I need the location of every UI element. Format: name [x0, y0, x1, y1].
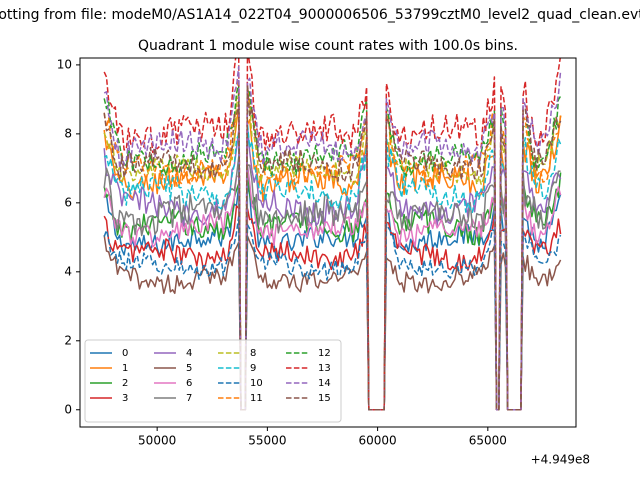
legend-label-14: 14 — [318, 378, 331, 389]
legend-label-1: 1 — [122, 363, 128, 374]
legend-label-2: 2 — [122, 378, 128, 389]
x-tick-label: 50000 — [138, 434, 176, 448]
legend-label-6: 6 — [186, 378, 192, 389]
series-line-7 — [103, 156, 561, 411]
series-line-15 — [103, 84, 562, 411]
x-tick-label: 60000 — [359, 434, 397, 448]
x-tick-label: 55000 — [248, 434, 286, 448]
series-line-10 — [103, 215, 562, 411]
legend-label-12: 12 — [318, 348, 331, 359]
y-tick-label: 6 — [64, 195, 72, 209]
legend-label-10: 10 — [250, 378, 263, 389]
legend-frame — [84, 339, 342, 423]
series-line-0 — [103, 184, 562, 411]
legend-label-11: 11 — [250, 393, 263, 404]
y-tick-label: 4 — [64, 264, 72, 278]
legend-label-13: 13 — [318, 363, 331, 374]
series-line-3 — [103, 205, 562, 411]
plot-frame — [79, 57, 577, 428]
legend-label-8: 8 — [250, 348, 256, 359]
legend-label-9: 9 — [250, 363, 256, 374]
series-layer — [103, 58, 562, 411]
x-axis: 50000 55000 60000 65000 — [138, 427, 507, 448]
legend-label-5: 5 — [186, 363, 192, 374]
x-axis-offset-label: +4.949e8 — [531, 453, 590, 467]
series-line-11 — [103, 78, 562, 411]
series-line-8 — [103, 90, 562, 411]
legend-label-3: 3 — [122, 393, 128, 404]
chart-title: Quadrant 1 module wise count rates with … — [138, 38, 518, 54]
series-line-5 — [103, 234, 562, 411]
y-tick-label: 10 — [57, 57, 72, 71]
legend-label-4: 4 — [186, 348, 192, 359]
legend-label-7: 7 — [186, 393, 192, 404]
legend-label-15: 15 — [318, 393, 331, 404]
legend-label-0: 0 — [122, 348, 128, 359]
y-tick-label: 8 — [64, 126, 72, 140]
series-line-13 — [103, 58, 561, 411]
y-axis: 0 2 4 6 8 10 — [57, 57, 80, 416]
series-line-9 — [103, 123, 562, 411]
y-tick-label: 0 — [64, 402, 72, 416]
series-line-14 — [103, 65, 562, 411]
x-tick-label: 65000 — [469, 434, 507, 448]
y-tick-label: 2 — [64, 333, 72, 347]
figure-suptitle: Plotting from file: modeM0/AS1A14_022T04… — [0, 7, 640, 23]
